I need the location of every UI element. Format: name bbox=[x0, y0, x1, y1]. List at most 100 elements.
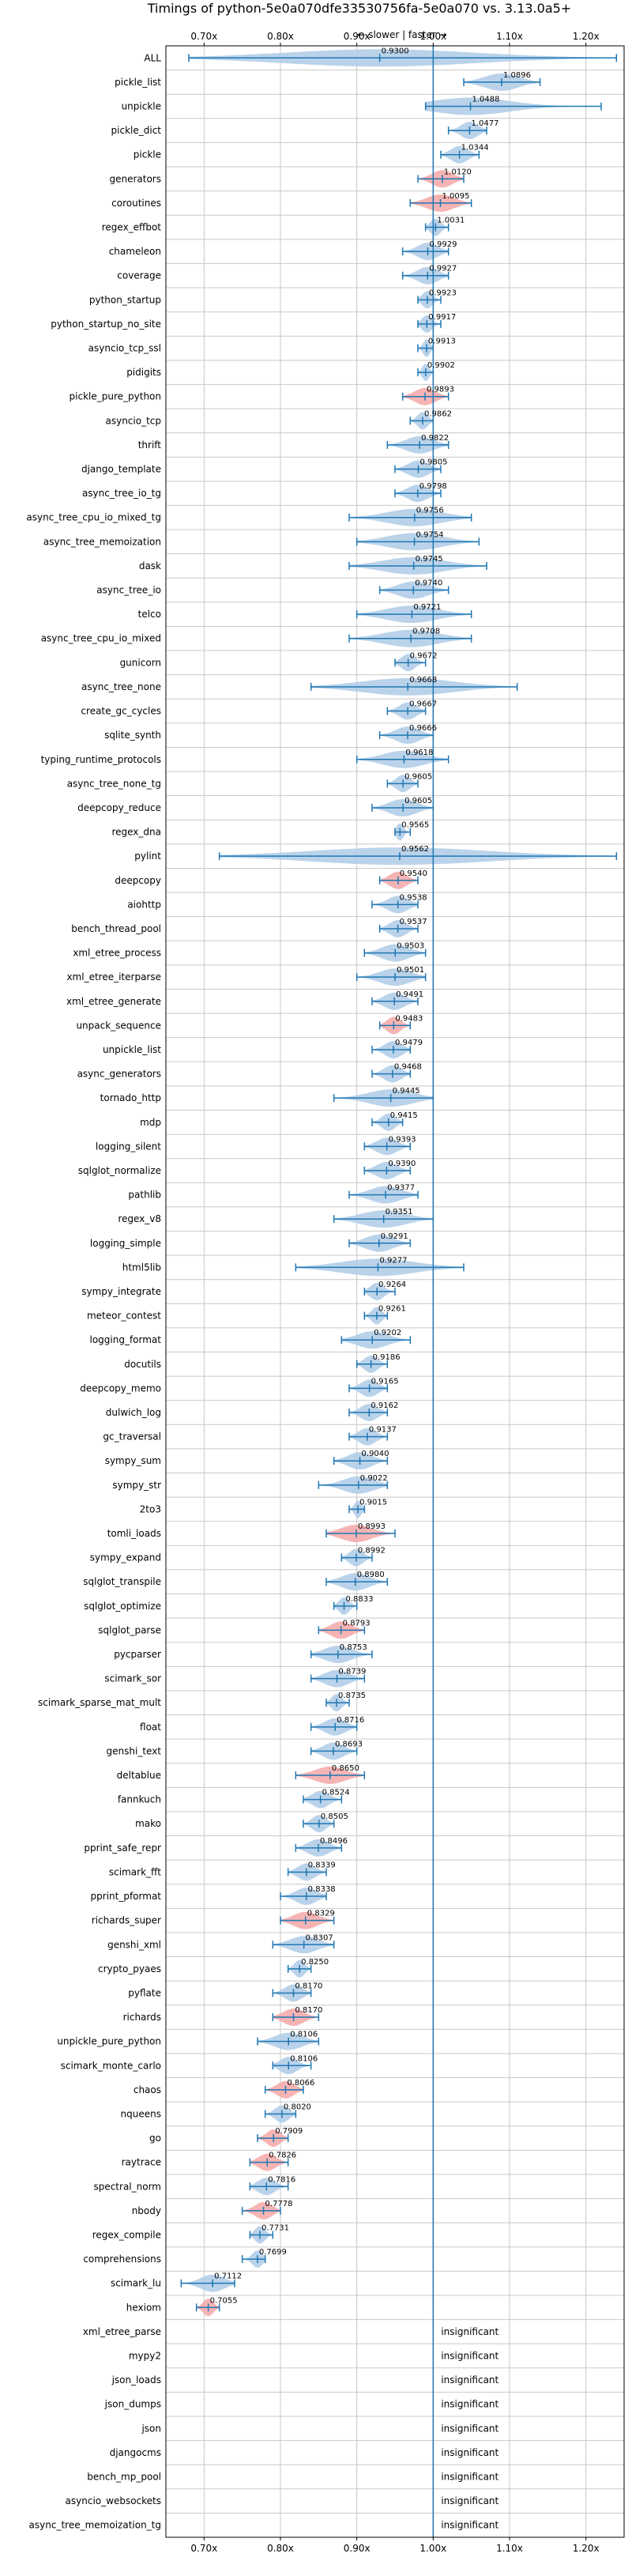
insignificant-label: insignificant bbox=[441, 2350, 498, 2361]
value-label: 0.9393 bbox=[389, 1135, 416, 1144]
benchmark-label: asyncio_tcp bbox=[105, 415, 161, 426]
value-label: 0.8170 bbox=[295, 2006, 322, 2015]
value-label: 0.9923 bbox=[429, 289, 457, 297]
benchmark-label: sympy_str bbox=[112, 1480, 161, 1491]
value-label: 0.8106 bbox=[290, 2054, 318, 2063]
benchmark-label: bench_mp_pool bbox=[87, 2471, 161, 2482]
value-label: 0.9277 bbox=[379, 1256, 407, 1265]
benchmark-label: async_generators bbox=[77, 1069, 161, 1080]
benchmark-label: logging_silent bbox=[96, 1141, 161, 1152]
value-label: 0.8793 bbox=[343, 1619, 371, 1627]
benchmark-label: asyncio_tcp_ssl bbox=[88, 343, 161, 354]
value-label: 0.9162 bbox=[371, 1401, 398, 1410]
value-label: 1.0120 bbox=[444, 168, 472, 176]
value-label: 1.0477 bbox=[471, 119, 498, 128]
value-label: 0.9445 bbox=[393, 1087, 420, 1096]
benchmark-label: xml_etree_parse bbox=[83, 2326, 161, 2337]
benchmark-label: regex_effbot bbox=[102, 222, 162, 233]
x-tick-label-bottom: 0.90x bbox=[344, 2543, 371, 2554]
benchmark-label: chaos bbox=[134, 2084, 161, 2095]
value-label: 0.8496 bbox=[320, 1837, 348, 1846]
value-label: 0.9468 bbox=[394, 1063, 422, 1072]
value-label: 0.9756 bbox=[416, 507, 444, 515]
benchmark-label: meteor_contest bbox=[87, 1311, 161, 1322]
benchmark-label: genshi_xml bbox=[107, 1939, 161, 1950]
value-label: 0.9186 bbox=[373, 1353, 401, 1362]
benchmark-label: ALL bbox=[144, 52, 161, 63]
benchmark-label: unpickle_list bbox=[103, 1044, 161, 1055]
benchmark-label: sqlglot_normalize bbox=[78, 1165, 161, 1176]
value-label: 0.8980 bbox=[357, 1571, 385, 1579]
benchmark-label: sympy_sum bbox=[105, 1455, 161, 1466]
insignificant-label: insignificant bbox=[441, 2471, 498, 2482]
value-label: 0.9040 bbox=[362, 1450, 389, 1458]
benchmark-label: html5lib bbox=[122, 1262, 161, 1273]
benchmark-label: aiohttp bbox=[127, 899, 161, 910]
value-label: 0.9754 bbox=[416, 530, 444, 539]
benchmark-label: thrift bbox=[138, 439, 162, 451]
benchmark-label: pickle_dict bbox=[111, 125, 162, 136]
value-label: 0.8524 bbox=[322, 1789, 350, 1797]
value-label: 0.8753 bbox=[340, 1643, 367, 1652]
benchmark-label: sympy_integrate bbox=[81, 1286, 161, 1297]
x-axis-ticks: 0.70x 0.70x 0.80x 0.80x 0.90x 0.90x 1.00x 1.00x… bbox=[190, 31, 599, 2554]
benchmark-label: xml_etree_iterparse bbox=[66, 971, 161, 983]
value-label: 1.0095 bbox=[442, 192, 470, 201]
benchmark-label: tornado_http bbox=[100, 1092, 161, 1103]
benchmark-label: async_tree_memoization bbox=[43, 536, 161, 547]
value-label: 0.9605 bbox=[404, 772, 432, 781]
benchmark-label: deepcopy_memo bbox=[80, 1382, 161, 1394]
benchmark-label: djangocms bbox=[110, 2447, 161, 2458]
value-label: 0.9022 bbox=[360, 1474, 388, 1483]
value-label: 0.8693 bbox=[335, 1740, 363, 1748]
value-label: 0.8066 bbox=[287, 2079, 314, 2088]
benchmark-label: genshi_text bbox=[107, 1745, 162, 1756]
value-label: 0.9503 bbox=[397, 942, 424, 951]
value-label: 0.8338 bbox=[308, 1885, 336, 1894]
value-label: 0.8339 bbox=[308, 1861, 336, 1869]
chart-title: Timings of python-5e0a070dfe33530756fa-5… bbox=[147, 1, 571, 16]
benchmark-label: django_template bbox=[81, 464, 161, 475]
benchmark-label: dulwich_log bbox=[106, 1407, 161, 1418]
benchmark-label: mako bbox=[135, 1818, 161, 1829]
benchmark-label: crypto_pyaes bbox=[98, 1963, 161, 1974]
value-label: 0.9672 bbox=[410, 651, 438, 660]
value-label: 0.8993 bbox=[358, 1522, 386, 1531]
value-label: 0.9862 bbox=[424, 409, 452, 418]
value-label: 0.8650 bbox=[332, 1764, 359, 1773]
value-label: 0.9618 bbox=[405, 749, 433, 757]
value-label: 0.9390 bbox=[388, 1160, 416, 1168]
benchmark-label: go bbox=[149, 2133, 161, 2144]
benchmark-label: nbody bbox=[132, 2205, 161, 2216]
benchmark-label: json_dumps bbox=[104, 2399, 161, 2410]
value-label: 0.7816 bbox=[268, 2175, 295, 2184]
x-tick-label-bottom: 1.20x bbox=[573, 2543, 600, 2554]
benchmark-label: coverage bbox=[117, 270, 161, 281]
value-label: 0.9745 bbox=[416, 555, 443, 564]
benchmark-label: pickle_pure_python bbox=[70, 391, 161, 402]
value-label: 0.8307 bbox=[306, 1933, 333, 1942]
benchmark-label: dask bbox=[139, 560, 161, 571]
insignificant-label: insignificant bbox=[441, 2326, 498, 2337]
value-label: 1.0031 bbox=[437, 217, 465, 225]
benchmark-label: scimark_fft bbox=[109, 1866, 161, 1877]
value-label: 0.9291 bbox=[381, 1232, 408, 1241]
benchmark-label: async_tree_io bbox=[96, 585, 161, 596]
benchmark-label: xml_etree_generate bbox=[66, 996, 161, 1007]
benchmark-label: mdp bbox=[140, 1117, 161, 1128]
benchmark-label: python_startup bbox=[89, 294, 161, 305]
x-tick-label-top: 1.20x bbox=[573, 31, 600, 42]
benchmark-label: sqlglot_transpile bbox=[83, 1576, 161, 1587]
benchmark-labels: ALL 0.9300 pickle_list 1.0896 unpickle 1.0488… bbox=[26, 47, 531, 2530]
insignificant-label: insignificant bbox=[441, 2423, 498, 2434]
value-label: 0.7699 bbox=[259, 2248, 287, 2257]
benchmark-label: scimark_lu bbox=[111, 2278, 161, 2289]
benchmark-label: json_loads bbox=[111, 2374, 161, 2386]
x-tick-label-top: 0.70x bbox=[190, 31, 217, 42]
benchmark-label: async_tree_cpu_io_mixed_tg bbox=[26, 512, 161, 523]
value-label: 0.9202 bbox=[374, 1329, 401, 1337]
value-label: 0.9483 bbox=[395, 1014, 423, 1023]
benchmark-label: tomli_loads bbox=[107, 1528, 161, 1539]
benchmark-label: pathlib bbox=[128, 1190, 161, 1201]
